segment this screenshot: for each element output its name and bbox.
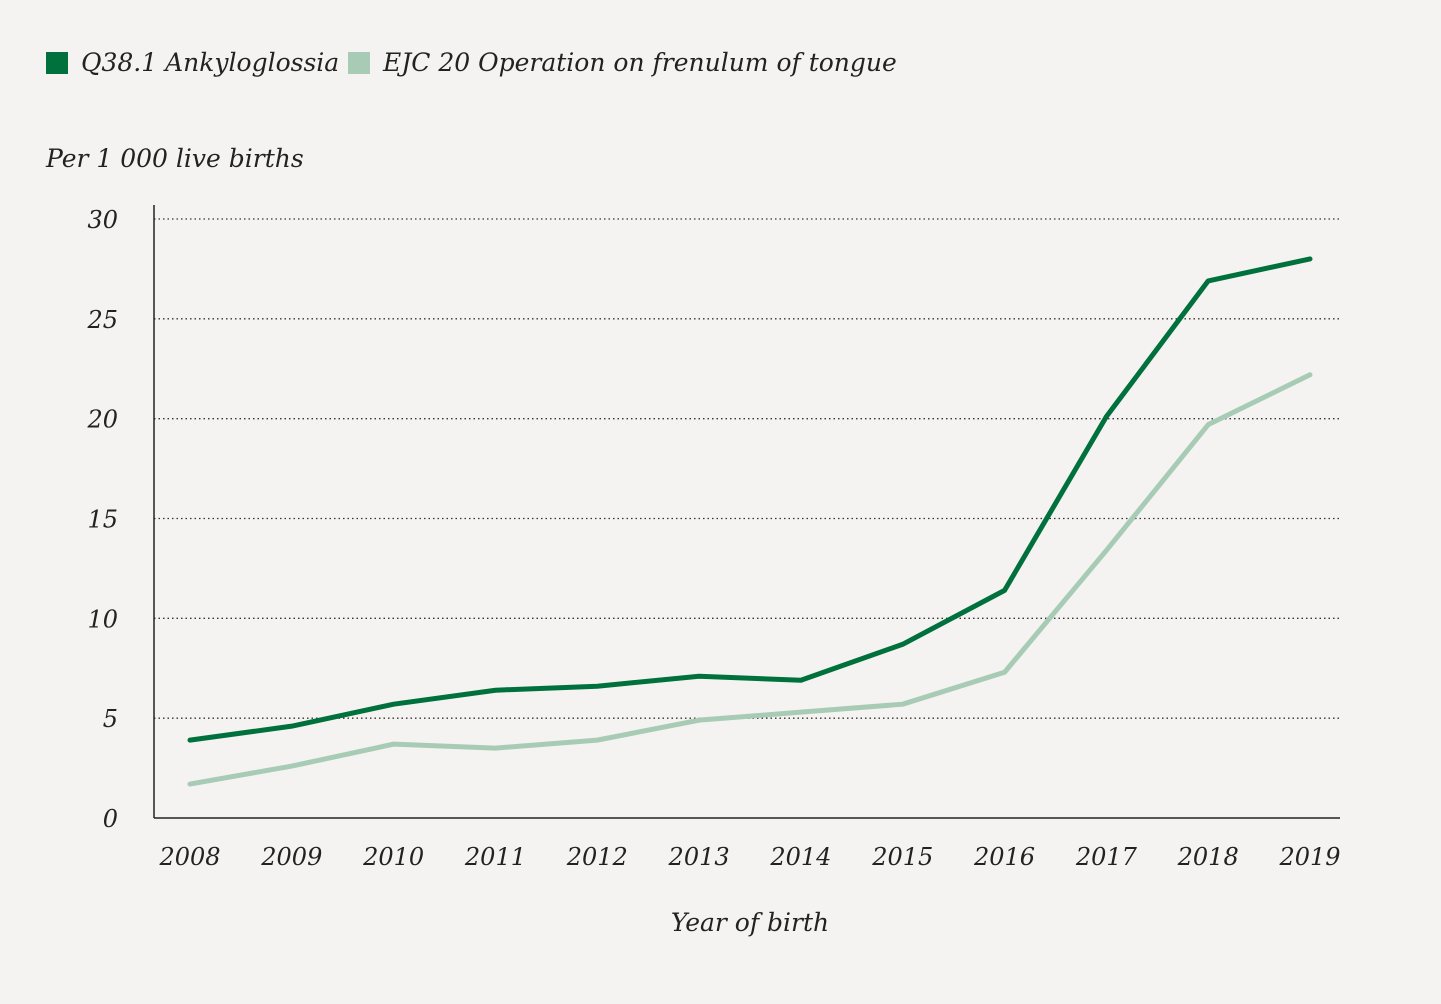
- legend-label: EJC 20 Operation on frenulum of tongue: [382, 48, 897, 77]
- y-tick-label: 25: [86, 306, 118, 334]
- y-tick-label: 15: [87, 506, 118, 534]
- y-tick-label: 20: [86, 406, 118, 434]
- x-tick-label: 2018: [1177, 843, 1239, 871]
- x-tick-label: 2010: [362, 843, 424, 871]
- y-axis-label: Per 1 000 live births: [45, 144, 304, 173]
- x-tick-labels: 2008 2009 2010 2011 2012 2013 2014 2015 2016 2017…: [158, 843, 1340, 871]
- series-lines: [187, 256, 1313, 787]
- x-tick-label: 2013: [668, 843, 730, 871]
- gridlines: [154, 218, 1340, 719]
- x-tick-label: 2019: [1278, 843, 1340, 871]
- y-tick-label: 30: [87, 206, 118, 234]
- y-tick-label: 5: [103, 705, 118, 733]
- x-tick-label: 2012: [566, 843, 628, 871]
- legend-label: Q38.1 Ankyloglossia: [81, 48, 339, 77]
- x-tick-label: 2011: [464, 843, 526, 871]
- x-tick-label: 2015: [871, 843, 933, 871]
- axes: [153, 205, 1340, 819]
- legend-swatch: [46, 52, 68, 74]
- series-line-0: [187, 256, 1313, 743]
- x-axis-label: Year of birth: [671, 908, 829, 937]
- x-tick-label: 2009: [260, 843, 322, 871]
- x-tick-label: 2017: [1075, 843, 1138, 871]
- legend-swatch: [348, 52, 370, 74]
- x-tick-label: 2016: [973, 843, 1035, 871]
- x-tick-label: 2014: [769, 843, 831, 871]
- legend: Q38.1 Ankyloglossia EJC 20 Operation on f…: [46, 48, 897, 77]
- y-tick-labels: 0 5 10 15 20 25 30: [86, 206, 118, 833]
- y-tick-label: 0: [103, 805, 118, 833]
- x-tick-label: 2008: [158, 843, 220, 871]
- series-line-1: [187, 372, 1313, 787]
- y-tick-label: 10: [87, 605, 118, 633]
